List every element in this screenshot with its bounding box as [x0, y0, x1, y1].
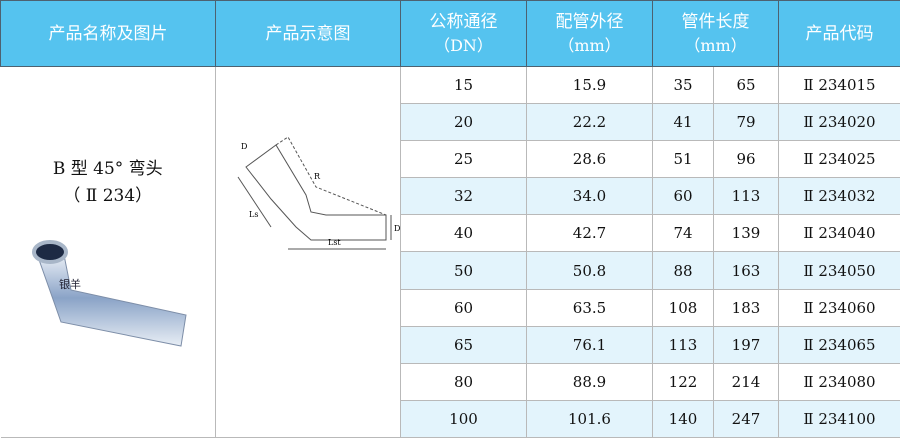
- header-od-unit: （mm）: [527, 34, 652, 58]
- cell-dn: 80: [401, 363, 527, 400]
- cell-code: Ⅱ 234015: [779, 67, 900, 104]
- cell-code: Ⅱ 234040: [779, 215, 900, 252]
- cell-dn: 60: [401, 289, 527, 326]
- table-header: 产品名称及图片 产品示意图 公称通径（DN） 配管外径（mm） 管件长度（mm）…: [1, 1, 900, 67]
- cell-l1: 41: [653, 104, 714, 141]
- product-name: B 型 45° 弯头: [1, 157, 216, 181]
- cell-od: 15.9: [527, 67, 653, 104]
- header-dn-label: 公称通径: [401, 10, 526, 34]
- header-length: 管件长度（mm）: [653, 1, 779, 67]
- cell-l1: 74: [653, 215, 714, 252]
- cell-l2: 214: [714, 363, 779, 400]
- cell-dn: 15: [401, 67, 527, 104]
- cell-l1: 88: [653, 252, 714, 289]
- diagram-label-lst: Lst: [328, 238, 341, 247]
- cell-code: Ⅱ 234025: [779, 141, 900, 178]
- header-od: 配管外径（mm）: [527, 1, 653, 67]
- cell-od: 63.5: [527, 289, 653, 326]
- cell-l2: 79: [714, 104, 779, 141]
- cell-l2: 197: [714, 326, 779, 363]
- header-dn-unit: （DN）: [401, 34, 526, 58]
- cell-dn: 50: [401, 252, 527, 289]
- cell-l2: 139: [714, 215, 779, 252]
- diagram-label-d: D: [241, 142, 247, 151]
- diagram-label-r: R: [314, 172, 321, 181]
- diagram-label-ls: Ls: [249, 210, 258, 219]
- cell-od: 42.7: [527, 215, 653, 252]
- cell-od: 28.6: [527, 141, 653, 178]
- header-dn: 公称通径（DN）: [401, 1, 527, 67]
- header-product-name: 产品名称及图片: [1, 1, 216, 67]
- cell-l2: 113: [714, 178, 779, 215]
- cell-code: Ⅱ 234032: [779, 178, 900, 215]
- cell-od: 22.2: [527, 104, 653, 141]
- cell-code: Ⅱ 234050: [779, 252, 900, 289]
- header-diagram: 产品示意图: [216, 1, 401, 67]
- cell-dn: 65: [401, 326, 527, 363]
- cell-l1: 60: [653, 178, 714, 215]
- cell-l2: 163: [714, 252, 779, 289]
- cell-dn: 25: [401, 141, 527, 178]
- header-od-label: 配管外径: [527, 10, 652, 34]
- cell-dn: 40: [401, 215, 527, 252]
- diagram-cell: D R Ls Lst D: [216, 67, 401, 438]
- cell-code: Ⅱ 234060: [779, 289, 900, 326]
- cell-l2: 96: [714, 141, 779, 178]
- cell-dn: 20: [401, 104, 527, 141]
- cell-dn: 32: [401, 178, 527, 215]
- cell-code: Ⅱ 234065: [779, 326, 900, 363]
- cell-od: 76.1: [527, 326, 653, 363]
- cell-l1: 122: [653, 363, 714, 400]
- product-cell: B 型 45° 弯头 （ Ⅱ 234） 银羊: [1, 67, 216, 438]
- header-code: 产品代码: [779, 1, 900, 67]
- cell-l1: 108: [653, 289, 714, 326]
- cell-l2: 183: [714, 289, 779, 326]
- cell-code: Ⅱ 234080: [779, 363, 900, 400]
- cell-od: 50.8: [527, 252, 653, 289]
- product-code: （ Ⅱ 234）: [1, 181, 216, 206]
- header-length-unit: （mm）: [653, 34, 778, 58]
- cell-l1: 51: [653, 141, 714, 178]
- cell-l1: 113: [653, 326, 714, 363]
- diagram-label-d2: D: [394, 224, 400, 233]
- cell-l2: 65: [714, 67, 779, 104]
- photo-brand-text: 银羊: [59, 277, 81, 291]
- cell-od: 34.0: [527, 178, 653, 215]
- cell-code: Ⅱ 234020: [779, 104, 900, 141]
- cell-od: 88.9: [527, 363, 653, 400]
- product-photo: 银羊: [1, 220, 216, 350]
- header-length-label: 管件长度: [653, 10, 778, 34]
- product-diagram: D R Ls Lst D: [216, 67, 401, 433]
- cell-l1: 35: [653, 67, 714, 104]
